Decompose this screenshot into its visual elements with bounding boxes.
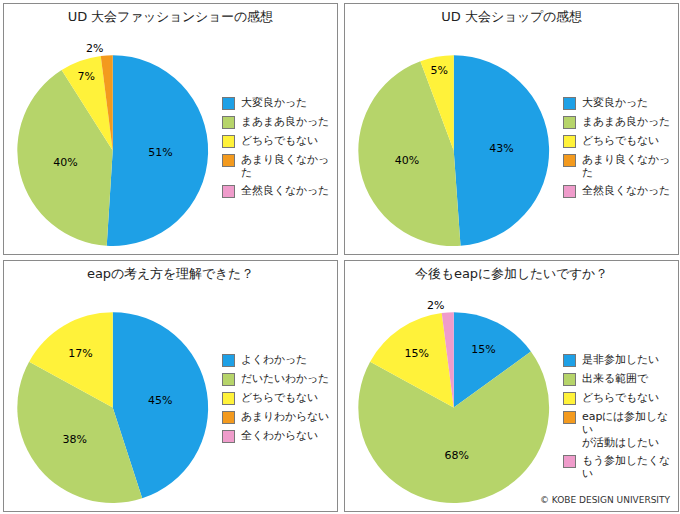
svg-text:15%: 15% (405, 347, 429, 360)
svg-text:38%: 38% (62, 433, 86, 446)
svg-text:40%: 40% (53, 156, 77, 169)
html-text:全くわからない: 全くわからない (241, 429, 318, 442)
html-text:あまり良くなかった: あまり良くなかった (582, 153, 670, 179)
html-text:大変良かった: 大変良かった (241, 96, 307, 109)
svg-text:68%: 68% (444, 449, 468, 462)
svg-text:UD 大会ファッションショーの感想: UD 大会ファッションショーの感想 (68, 9, 274, 24)
html-text:どちらでもない: どちらでもない (241, 134, 318, 147)
html-text:あまりわからない: あまりわからない (241, 410, 329, 423)
html-text:大変良かった: 大変良かった (582, 96, 648, 109)
html-text:全然良くなかった: 全然良くなかった (582, 184, 670, 197)
svg-text:45%: 45% (148, 394, 172, 407)
html-text:eapには参加しない が活動はしたい: eapには参加しない が活動はしたい (582, 410, 669, 449)
html-text:全然良くなかった: 全然良くなかった (241, 184, 329, 197)
html-text:どちらでもない: どちらでもない (241, 391, 318, 404)
html-text:出来る範囲で: 出来る範囲で (582, 372, 648, 385)
html-text:よくわかった: よくわかった (241, 353, 307, 366)
svg-text:17%: 17% (68, 347, 92, 360)
html-text:どちらでもない: どちらでもない (582, 391, 659, 404)
svg-text:5%: 5% (431, 64, 448, 77)
svg-text:15%: 15% (471, 343, 495, 356)
html-text:是非参加したい: 是非参加したい (582, 353, 659, 366)
svg-text:2%: 2% (86, 42, 103, 55)
svg-text:7%: 7% (77, 70, 94, 83)
html-text:まあまあ良かった: まあまあ良かった (241, 115, 329, 128)
svg-text:UD 大会ショップの感想: UD 大会ショップの感想 (441, 9, 582, 24)
html-text:あまり良くなかった: あまり良くなかった (241, 153, 329, 179)
html-text:もう参加したくない: もう参加したくない (582, 454, 670, 480)
svg-text:2%: 2% (427, 299, 444, 312)
svg-text:51%: 51% (148, 146, 172, 159)
svg-text:43%: 43% (489, 142, 513, 155)
html-text:どちらでもない: どちらでもない (582, 134, 659, 147)
html-text:だいたいわかった: だいたいわかった (241, 372, 329, 385)
html-text:© KOBE DESIGN UNIVERSITY: © KOBE DESIGN UNIVERSITY (539, 495, 670, 505)
html-text:まあまあ良かった: まあまあ良かった (582, 115, 670, 128)
svg-text:40%: 40% (395, 154, 419, 167)
svg-text:今後もeapに参加したいですか？: 今後もeapに参加したいですか？ (415, 266, 608, 281)
svg-text:eapの考え方を理解できた？: eapの考え方を理解できた？ (87, 266, 254, 281)
